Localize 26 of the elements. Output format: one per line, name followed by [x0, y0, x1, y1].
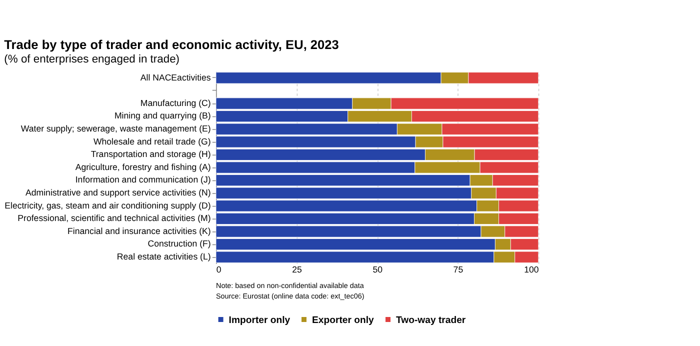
x-tick-label: 0	[216, 264, 222, 275]
legend-label: Two-way trader	[396, 314, 466, 326]
y-tick-label: Financial and insurance activities (K)	[68, 226, 211, 236]
y-tick-label: Electricity, gas, steam and air conditioning supply (D)	[4, 200, 211, 210]
y-tick-label: All NACEactivities	[140, 72, 212, 82]
y-tick-label: Water supply; sewerage, waste management (E)	[20, 124, 211, 134]
y-tick-label: Wholesale and retail trade (G)	[93, 136, 211, 146]
x-tick-label: 100	[524, 264, 539, 275]
x-tick-label: 50	[372, 264, 383, 275]
text: (% of enterprises engaged in trade)	[4, 54, 180, 66]
source-note: Source: Eurostat (online data code: ext_tec06)	[216, 291, 364, 300]
y-tick-label: Construction (F)	[148, 238, 211, 249]
text: Note: based on non-confidential available data	[216, 280, 364, 290]
chart-title: Trade by type of trader and economic activity, EU, 2023	[4, 37, 339, 52]
y-tick-label: Professional, scientific and technical activities (M)	[18, 213, 211, 224]
legend-label: Exporter only	[312, 314, 375, 326]
y-tick-label: Real estate activities (L)	[116, 252, 211, 262]
y-tick-label: Mining and quarrying (B)	[114, 110, 211, 121]
y-tick-label: Information and communication (J)	[75, 174, 211, 185]
x-tick-label: 25	[292, 264, 302, 275]
y-tick-label: Agriculture, forestry and fishing (A)	[75, 162, 211, 172]
y-tick-label: Transportation and storage (H)	[90, 149, 211, 160]
y-tick-label: Administrative and support service activities (N)	[26, 188, 211, 198]
x-tick-label: 75	[453, 264, 464, 275]
legend-label: Importer only	[228, 314, 291, 326]
y-tick-label: Manufacturing (C)	[140, 98, 211, 108]
